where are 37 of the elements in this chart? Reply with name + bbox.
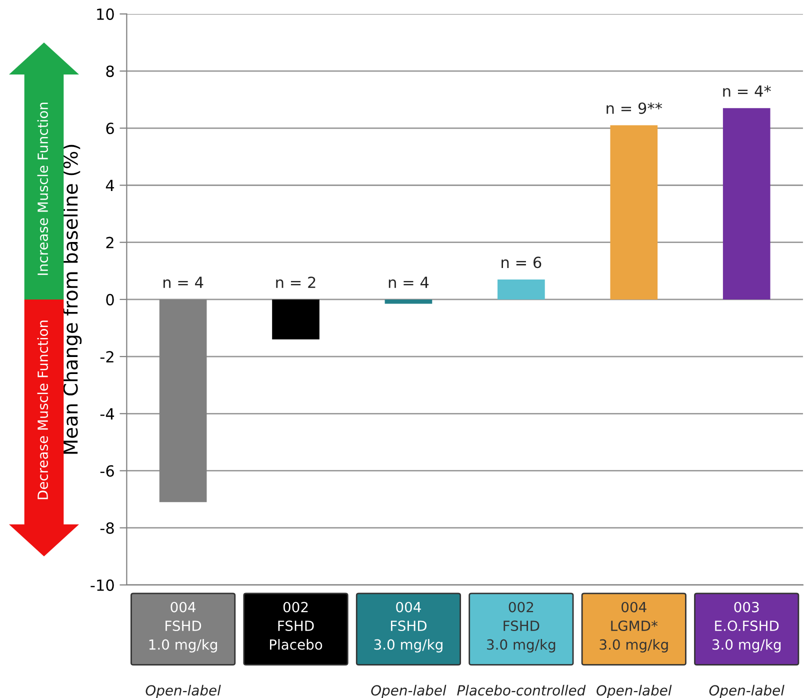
bar [272,299,320,340]
y-tick-label: -8 [100,522,114,534]
y-tick-label: 6 [106,122,114,134]
annotation: n = 4 [163,276,204,288]
bar [610,125,658,300]
y-tick-label: 8 [106,66,114,78]
y-tick-label: 10 [97,8,114,20]
y-tick-label: -2 [100,351,114,362]
y-axis-title: Mean Change from baseline (%) [62,144,82,454]
text: Open-label [371,684,446,698]
x-tick-label: 004 LGMD* 3.0 mg/kg [600,602,668,652]
text: Increase Muscle Function [37,102,48,275]
x-tick-label: 002 FSHD 3.0 mg/kg [487,602,556,652]
bar [384,299,432,304]
annotation: n = 4* [723,85,771,97]
annotation: n = 6 [502,256,542,268]
bar [498,279,545,300]
annotation: n = 4 [388,276,429,288]
x-tick-label: 004 FSHD 1.0 mg/kg [149,602,217,652]
text: Decrease Muscle Function [37,320,48,500]
y-tick-label: -10 [90,579,114,591]
annotation: n = 2 [276,276,316,288]
x-tick-label: 002 FSHD Placebo [270,602,322,650]
annotation: n = 9** [606,102,662,114]
text: Placebo-controlled [457,684,586,696]
text: Open-label [146,684,221,698]
y-tick-label: -4 [100,408,114,420]
x-tick-label: 004 FSHD 3.0 mg/kg [374,602,442,652]
y-tick-label: 2 [106,236,114,248]
text: Open-label [709,684,784,698]
y-tick-label: -6 [100,465,114,477]
y-tick-label: 0 [106,294,114,306]
y-tick-label: 4 [106,180,114,192]
bar [159,299,207,502]
x-tick-label: 003 E.O.FSHD 3.0 mg/kg [712,602,781,652]
text: Open-label [596,684,672,698]
bar [722,108,770,300]
